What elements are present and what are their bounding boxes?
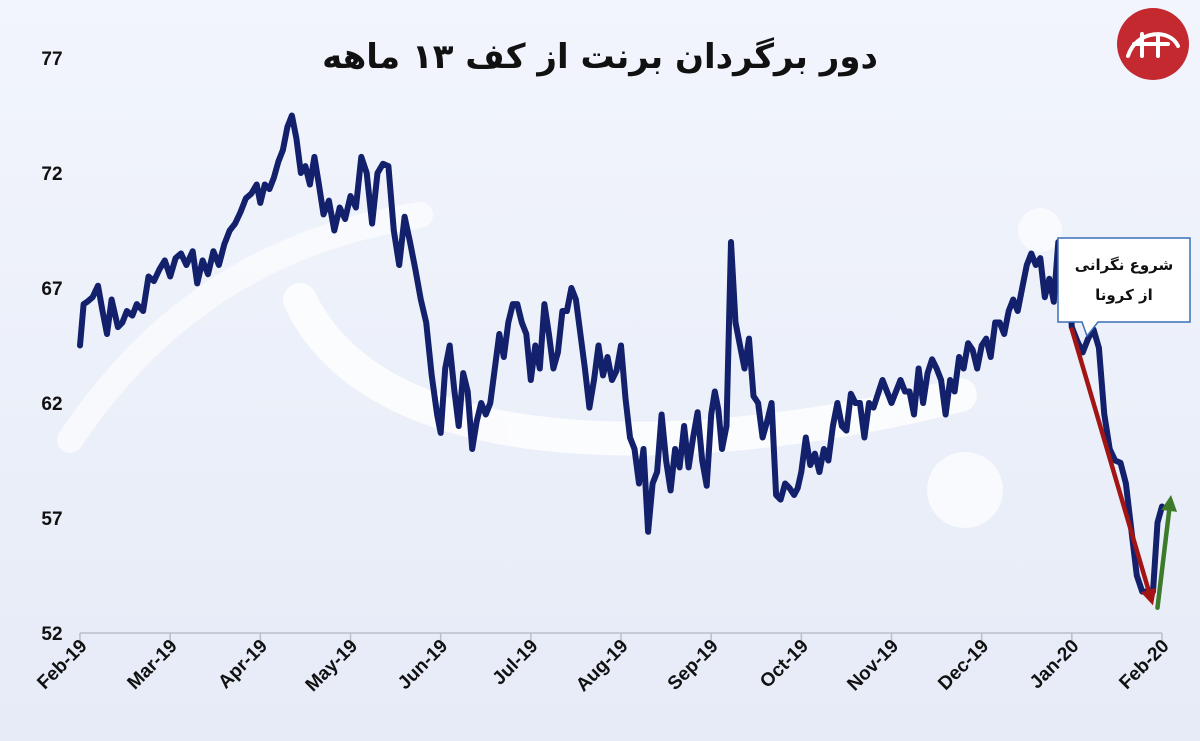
y-tick-label-52: 52 xyxy=(41,624,62,645)
arrow-head-up xyxy=(1161,495,1178,512)
chart-title: دور برگردان برنت از کف ۱۳ ماهه xyxy=(322,37,878,77)
annotation-line-2: از کرونا xyxy=(1095,286,1153,304)
annotation-box xyxy=(1057,237,1191,338)
annotation-callout: شروع نگرانی از کرونا xyxy=(1057,237,1191,338)
y-tick-label-77: 77 xyxy=(41,49,62,70)
site-logo xyxy=(1117,8,1189,80)
watermark-dot-2 xyxy=(1018,208,1062,252)
trend-arrows xyxy=(1069,327,1178,610)
series-line-0 xyxy=(77,112,1165,595)
y-tick-label-57: 57 xyxy=(41,509,62,530)
y-tick-label-62: 62 xyxy=(41,394,62,415)
y-axis-tick-labels: 52 57 62 67 72 77 xyxy=(41,49,62,645)
series-layer xyxy=(77,112,1165,595)
watermark-dot xyxy=(927,452,1003,528)
logo-mark xyxy=(1126,32,1180,58)
watermark-swoosh-2 xyxy=(57,202,433,453)
arrow-shaft-up xyxy=(1155,508,1172,610)
arrow-head-down xyxy=(1140,587,1157,606)
arrow-shaft-down xyxy=(1069,327,1151,593)
y-tick-label-67: 67 xyxy=(41,279,62,300)
y-tick-label-72: 72 xyxy=(41,164,62,185)
annotation-line-1: شروع نگرانی xyxy=(1075,256,1174,274)
